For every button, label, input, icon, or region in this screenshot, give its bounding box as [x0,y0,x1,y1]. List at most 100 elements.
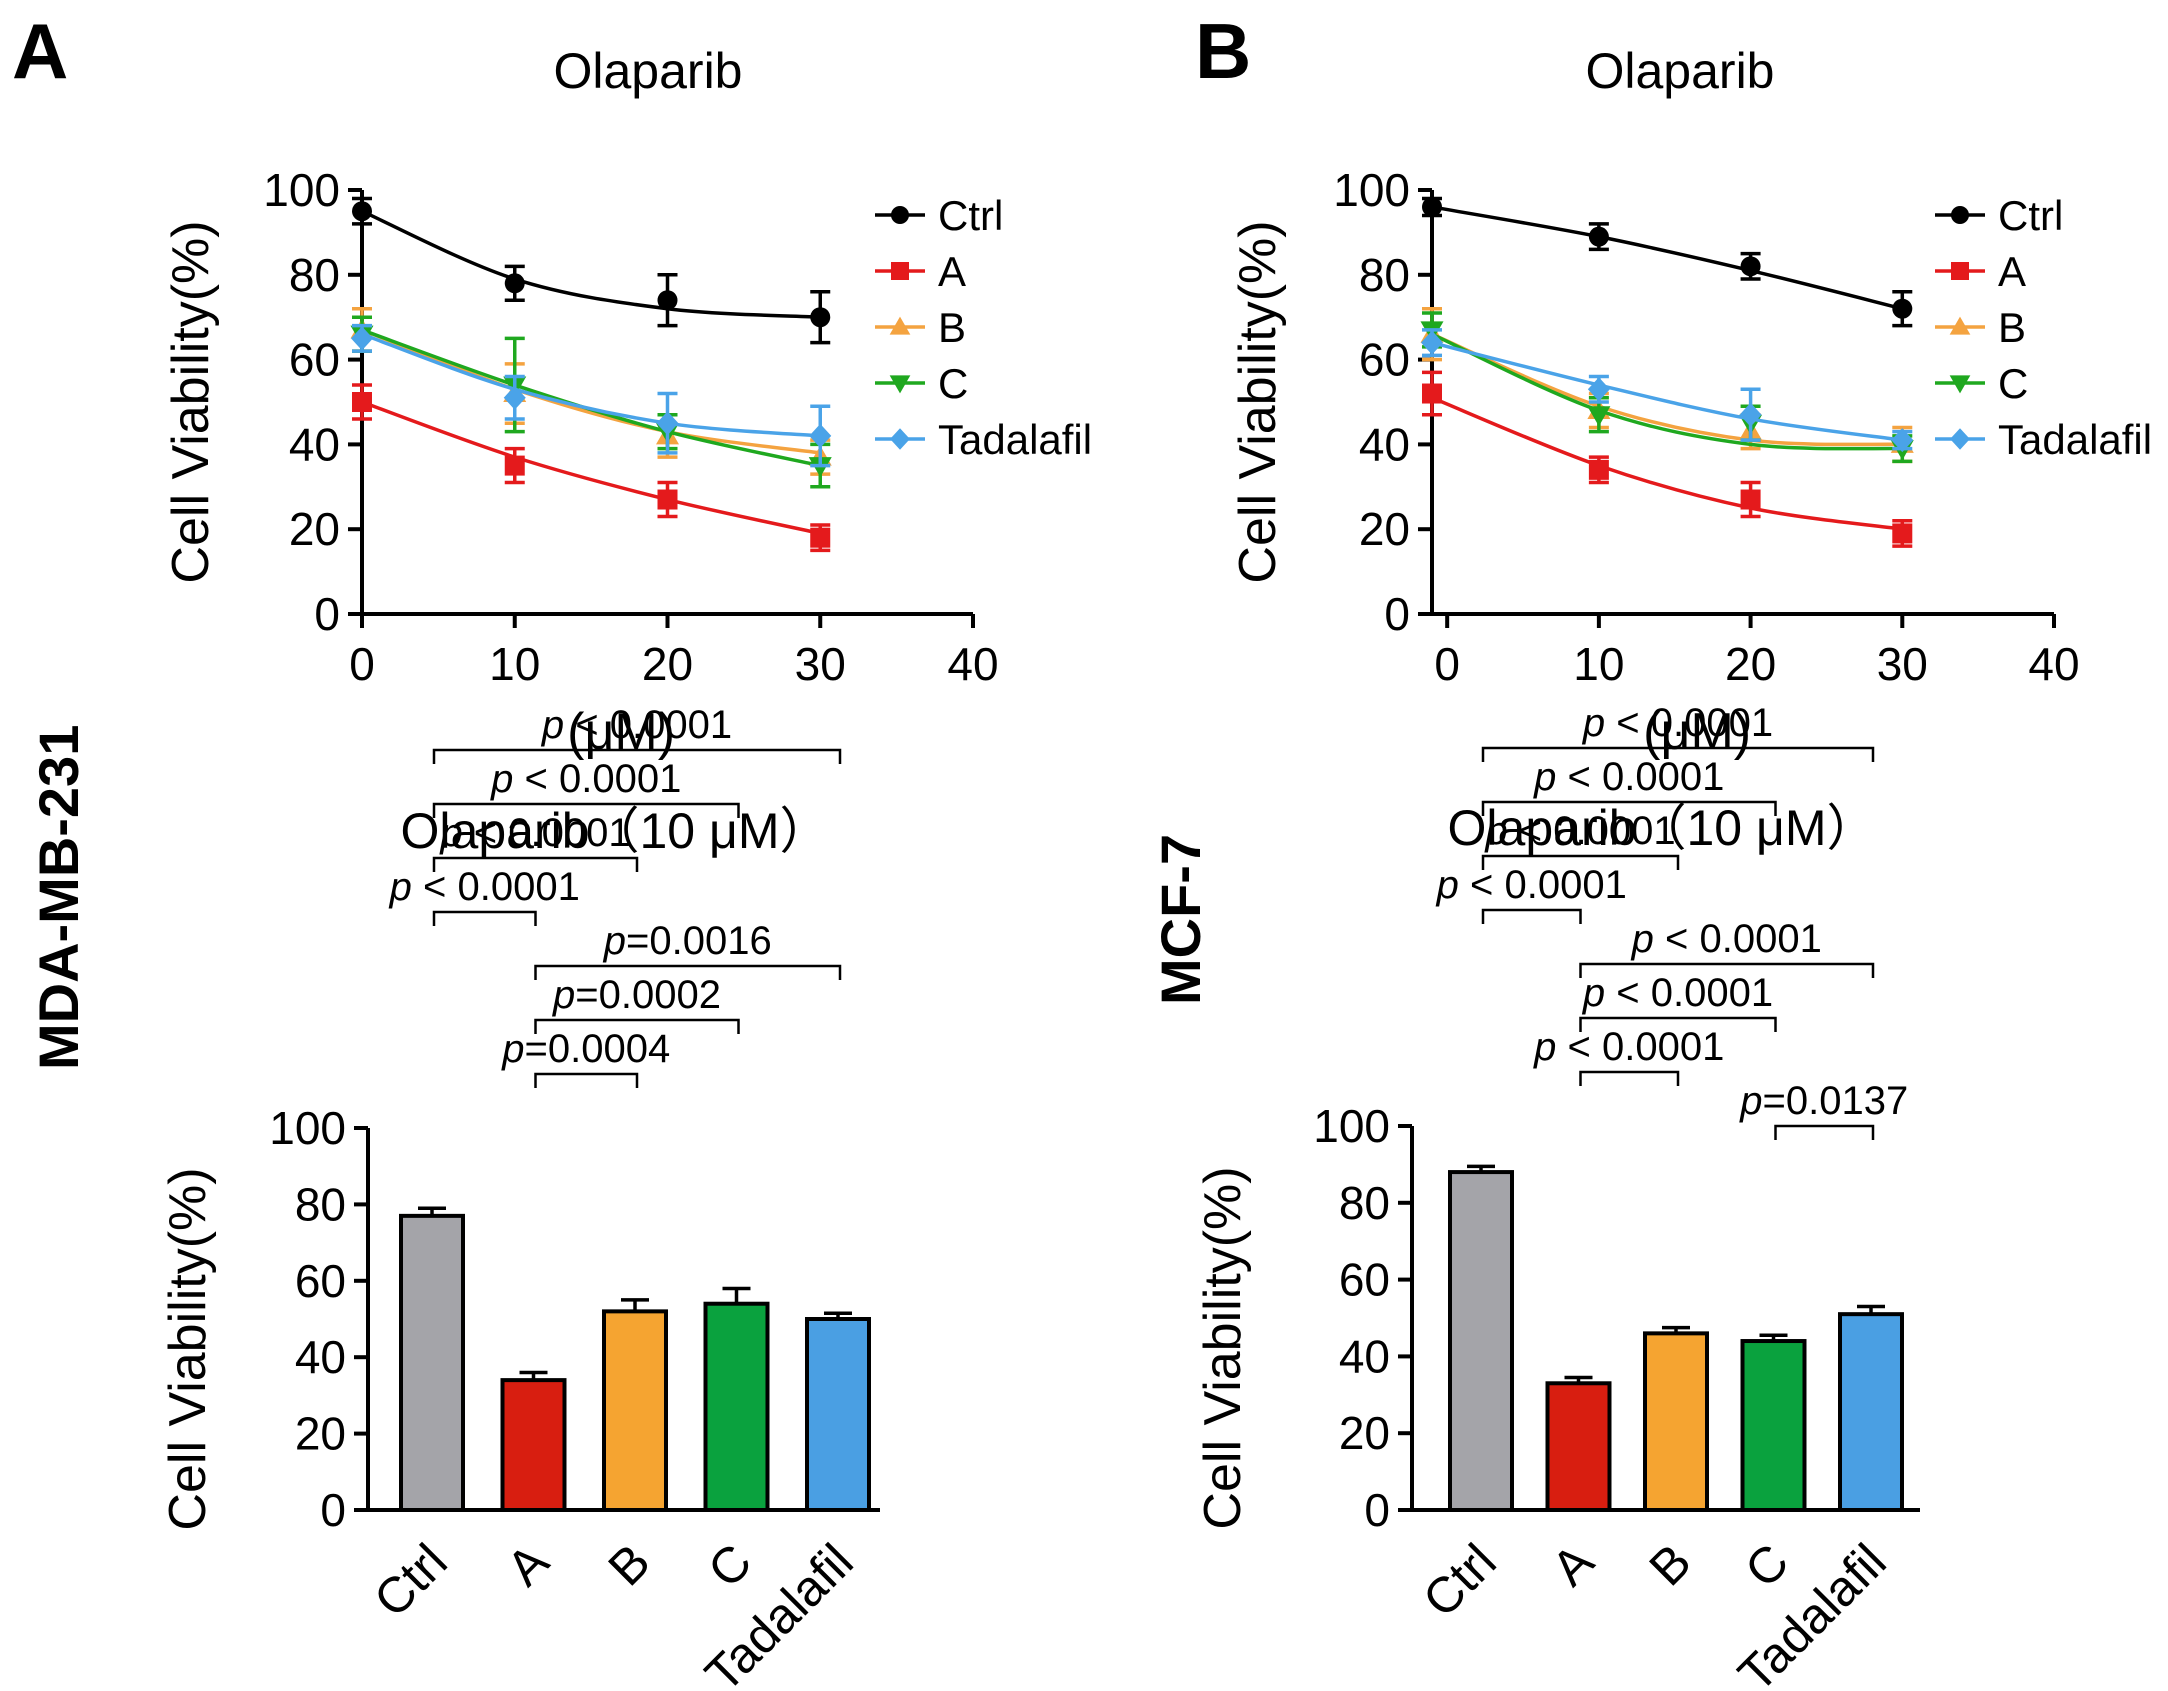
y-axis-title: Cell Viability(%) [159,1167,217,1530]
category-label: A [496,1533,560,1597]
p-symbol: p [1436,863,1459,907]
y-axis-title: Cell Viability(%) [162,220,220,583]
y-tick-label: 0 [1384,588,1410,640]
category-label: A [1541,1533,1605,1597]
y-tick-label: 0 [314,588,340,640]
y-tick-label: 40 [289,418,340,470]
panel-letter-a: A [12,7,68,95]
legend-label: Tadalafil [1998,416,2152,463]
data-point [1892,298,1913,319]
bar-b [1643,1331,1709,1512]
category-label: Ctrl [1412,1533,1507,1628]
bar-c [703,1301,770,1512]
cell-line-label-a: MDA-MB-231 [27,725,90,1070]
x-axis-title: (μM) [1643,703,1751,761]
fit-line [1431,332,1903,451]
bracket-line [534,1018,740,1034]
fit-line [361,400,821,536]
legend-label: C [1998,360,2028,407]
p-value-label: p < 0.0001 [1582,971,1773,1015]
line-chart-a: Olaparib 0 20 40 60 80 100 0 10 20 30 40 (μM) Cell Vi… [162,43,1092,761]
significance-bracket: p < 0.0001 [432,757,740,818]
data-point [1740,489,1761,510]
p-value-label: p < 0.0001 [541,703,732,747]
category-label: C [697,1533,762,1598]
x-tick-label: 10 [1573,638,1624,690]
x-tick-label: 0 [1434,638,1460,690]
data-point [810,307,831,328]
significance-bracket: p < 0.0001 [389,865,580,926]
y-tick-label: 0 [1364,1484,1390,1536]
significance-bracket: p < 0.0001 [1481,755,1777,816]
legend-label: C [938,360,968,407]
p-value: < 0.0001 [1605,701,1773,745]
p-symbol: p [1739,1079,1762,1123]
data-point [503,385,526,410]
data-point [504,455,525,476]
series-a [1422,370,1913,548]
significance-bracket: p < 0.0001 [432,703,842,764]
series-b [1420,306,1914,464]
p-value-label: p < 0.0001 [1436,863,1627,907]
line-chart-b: Olaparib 0 20 40 60 80 100 0 10 20 30 40 (μM) Cell Vi… [1229,43,2152,761]
significance-bracket: p < 0.0001 [1579,971,1777,1032]
series-a [352,383,831,553]
series-tadalafil [1421,328,1914,453]
data-point [504,273,525,294]
series-b [350,306,832,476]
p-value-label: p < 0.0001 [1533,755,1724,799]
legend-marker [889,375,911,394]
y-tick-label: 20 [1339,1407,1390,1459]
data-point [1587,406,1611,427]
p-value: < 0.0001 [1654,917,1822,961]
significance-bracket: p < 0.0001 [1481,809,1680,870]
y-tick-label: 100 [269,1102,346,1154]
significance-bracket: p < 0.0001 [1436,863,1627,924]
bracket-line [534,1072,639,1088]
bracket-line [432,802,740,818]
cell-line-label-b: MCF-7 [1149,834,1212,1005]
p-value: < 0.0001 [1556,1025,1724,1069]
bracket-line [432,856,639,872]
fit-line [1431,340,1903,442]
chart-title: Olaparib [554,43,743,99]
y-tick-label: 60 [1359,334,1410,386]
series-c [350,315,832,489]
bracket-line [1774,1124,1875,1140]
y-axis-title: Cell Viability(%) [1194,1166,1252,1529]
x-tick-label: 40 [2028,638,2079,690]
p-value-label: p=0.0004 [501,1027,670,1071]
bar-c [1740,1339,1807,1513]
legend-marker [1951,262,1969,280]
p-value: =0.0002 [575,973,721,1017]
bar-chart-a: Olaparib（10 μM） 0 20 40 60 80 100 Cell Viabilit… [159,703,880,1691]
legend-marker [1951,206,1969,224]
category-label: B [598,1533,661,1596]
bracket-line [1579,962,1875,978]
y-tick-label: 100 [1313,1100,1390,1152]
bar-a [500,1378,567,1512]
p-value: < 0.0001 [1459,863,1627,907]
bar-a [1545,1381,1612,1513]
p-value-label: p < 0.0001 [1484,809,1675,853]
legend-marker [890,428,910,450]
y-tick-label: 40 [295,1331,346,1383]
p-value: < 0.0001 [1556,755,1724,799]
legend-marker [1950,428,1970,450]
p-symbol: p [552,973,575,1017]
y-tick-label: 60 [295,1255,346,1307]
p-symbol: p [1582,701,1605,745]
p-value-label: p < 0.0001 [490,757,681,801]
chart-title: Olaparib（10 μM） [401,803,830,859]
significance-bracket: p < 0.0001 [1533,1025,1724,1086]
data-point [1588,459,1609,480]
bracket-line [1579,1016,1777,1032]
data-point [656,411,679,436]
data-point [1892,523,1913,544]
significance-bracket: p=0.0004 [501,1027,670,1088]
p-value-label: p < 0.0001 [1533,1025,1724,1069]
p-value-label: p < 0.0001 [439,811,630,855]
x-tick-label: 0 [349,638,375,690]
p-value-label: p < 0.0001 [1631,917,1822,961]
